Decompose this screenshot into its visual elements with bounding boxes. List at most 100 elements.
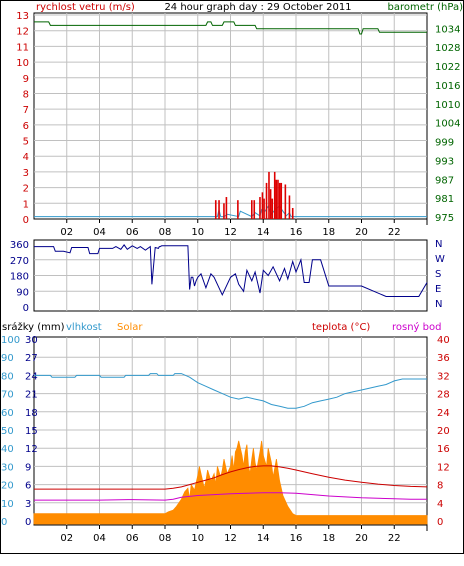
wind-axis-label: 9 — [23, 74, 29, 85]
temperature-axis-label: 4 — [437, 499, 443, 510]
direction-axis-label: 0 — [23, 303, 29, 314]
x-tick-label: 14 — [257, 533, 270, 544]
wind-axis-label: 1 — [23, 199, 29, 210]
wind-axis-label: 3 — [23, 168, 29, 179]
dewpoint-line — [34, 492, 427, 501]
x-tick-label: 10 — [191, 533, 204, 544]
wind-axis-label: 10 — [16, 58, 29, 69]
x-tick-label: 14 — [257, 227, 270, 238]
pressure-axis-label: 1010 — [435, 100, 460, 111]
x-tick-label: 12 — [224, 533, 237, 544]
precip-axis-label: 30 — [25, 335, 38, 346]
wind-direction-line — [34, 244, 428, 297]
humidity-axis-label: 30 — [1, 462, 14, 473]
x-tick-label: 10 — [191, 227, 204, 238]
wind-axis-label: 7 — [23, 105, 29, 116]
pressure-axis-label: 999 — [435, 138, 454, 149]
x-tick-label: 02 — [60, 533, 73, 544]
precip-axis-label: 3 — [25, 499, 31, 510]
humidity-axis-label: 50 — [1, 426, 14, 437]
temperature-line — [34, 465, 428, 490]
temperature-axis-label: 16 — [437, 444, 450, 455]
pressure-line — [34, 21, 427, 35]
pressure-axis-label: 1028 — [435, 43, 460, 54]
precip-axis-label: 9 — [25, 462, 31, 473]
x-tick-label: 02 — [60, 227, 73, 238]
humidity-axis-label: 70 — [1, 390, 14, 401]
wind-axis-label: 11 — [16, 42, 29, 53]
wind-axis-label: 2 — [23, 184, 29, 195]
compass-label: S — [435, 269, 441, 280]
pressure-axis-label: 1016 — [435, 81, 460, 92]
wind-axis-label: 8 — [23, 89, 29, 100]
wind-axis-label: 13 — [16, 11, 29, 22]
chart-title: 24 hour graph day : 29 October 2011 — [164, 2, 351, 13]
x-tick-label: 12 — [224, 227, 237, 238]
x-tick-label: 18 — [322, 533, 335, 544]
wind-axis-title: rychlost vetru (m/s) — [36, 2, 135, 13]
precip-axis-label: 15 — [25, 426, 38, 437]
temperature-axis-label: 36 — [437, 353, 450, 364]
compass-label: N — [435, 299, 442, 310]
compass-label: W — [435, 254, 445, 265]
x-tick-label: 08 — [159, 227, 172, 238]
pressure-axis-label: 1004 — [435, 119, 460, 130]
humidity-axis-title: vlhkost — [66, 322, 102, 333]
temperature-axis-label: 28 — [437, 390, 450, 401]
humidity-axis-label: 80 — [1, 371, 14, 382]
pressure-axis-label: 1034 — [435, 24, 460, 35]
precip-axis-title: srážky (mm) — [2, 321, 65, 333]
pressure-axis-title: barometr (hPa) — [388, 2, 464, 13]
temperature-axis-label: 8 — [437, 481, 443, 492]
humidity-axis-label: 0 — [1, 517, 7, 528]
solar-axis-title: Solar — [117, 322, 143, 333]
humidity-axis-label: 60 — [1, 408, 14, 419]
temperature-axis-title: teplota (°C) — [312, 322, 370, 333]
x-tick-label: 18 — [322, 227, 335, 238]
pressure-axis-label: 987 — [435, 175, 454, 186]
temperature-axis-label: 40 — [437, 335, 450, 346]
wind-axis-label: 12 — [16, 27, 29, 38]
pressure-axis-label: 993 — [435, 156, 454, 167]
humidity-axis-label: 100 — [1, 335, 20, 346]
temperature-axis-label: 32 — [437, 371, 450, 382]
dewpoint-axis-title: rosný bod — [392, 321, 441, 333]
direction-axis-label: 90 — [16, 287, 29, 298]
direction-axis-label: 270 — [10, 256, 29, 267]
humidity-line — [34, 373, 427, 409]
x-tick-label: 22 — [388, 533, 401, 544]
precip-axis-label: 6 — [25, 481, 31, 492]
pressure-axis-label: 981 — [435, 194, 454, 205]
precip-axis-label: 12 — [25, 444, 38, 455]
wind-axis-label: 0 — [23, 215, 29, 226]
temperature-axis-label: 24 — [437, 408, 450, 419]
humidity-axis-label: 10 — [1, 499, 14, 510]
direction-axis-label: 180 — [10, 272, 29, 283]
x-tick-label: 16 — [290, 533, 303, 544]
x-tick-label: 20 — [355, 227, 368, 238]
x-tick-label: 08 — [159, 533, 172, 544]
humidity-axis-label: 90 — [1, 353, 14, 364]
temperature-axis-label: 20 — [437, 426, 450, 437]
humidity-axis-label: 20 — [1, 481, 14, 492]
solar-area — [33, 440, 428, 525]
x-tick-label: 04 — [93, 533, 106, 544]
direction-axis-label: 360 — [10, 240, 29, 251]
wind-mean-line — [34, 205, 427, 218]
precip-axis-label: 27 — [25, 353, 38, 364]
x-tick-label: 06 — [126, 227, 139, 238]
wind-axis-label: 5 — [23, 137, 29, 148]
pressure-axis-label: 1022 — [435, 62, 460, 73]
temperature-axis-label: 12 — [437, 462, 450, 473]
wind-axis-label: 6 — [23, 121, 29, 132]
precip-axis-label: 24 — [25, 371, 38, 382]
compass-label: E — [435, 284, 441, 295]
precip-axis-label: 0 — [25, 517, 31, 528]
precip-axis-label: 18 — [25, 408, 38, 419]
temperature-axis-label: 0 — [437, 517, 443, 528]
wind-axis-label: 4 — [23, 152, 29, 163]
pressure-axis-label: 975 — [435, 213, 454, 224]
humidity-axis-label: 40 — [1, 444, 14, 455]
x-tick-label: 04 — [93, 227, 106, 238]
